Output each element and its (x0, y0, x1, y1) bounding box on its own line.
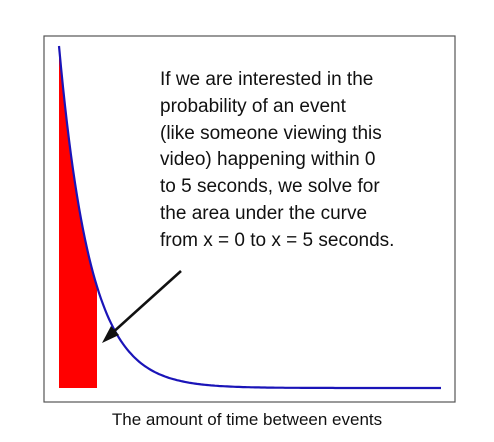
annotation-line-7: from x = 0 to x = 5 seconds. (160, 230, 394, 251)
annotation-line-2: probability of an event (160, 96, 347, 117)
chart-figure: If we are interested in the probability … (0, 0, 494, 405)
annotation-line-3: (like someone viewing this (160, 123, 382, 144)
annotation-line-6: the area under the curve (160, 203, 367, 224)
annotation-line-4: video) happening within 0 (160, 149, 376, 170)
annotation-line-5: to 5 seconds, we solve for (160, 176, 380, 197)
annotation-line-1: If we are interested in the (160, 69, 373, 90)
x-axis-label: The amount of time between events (0, 410, 494, 430)
